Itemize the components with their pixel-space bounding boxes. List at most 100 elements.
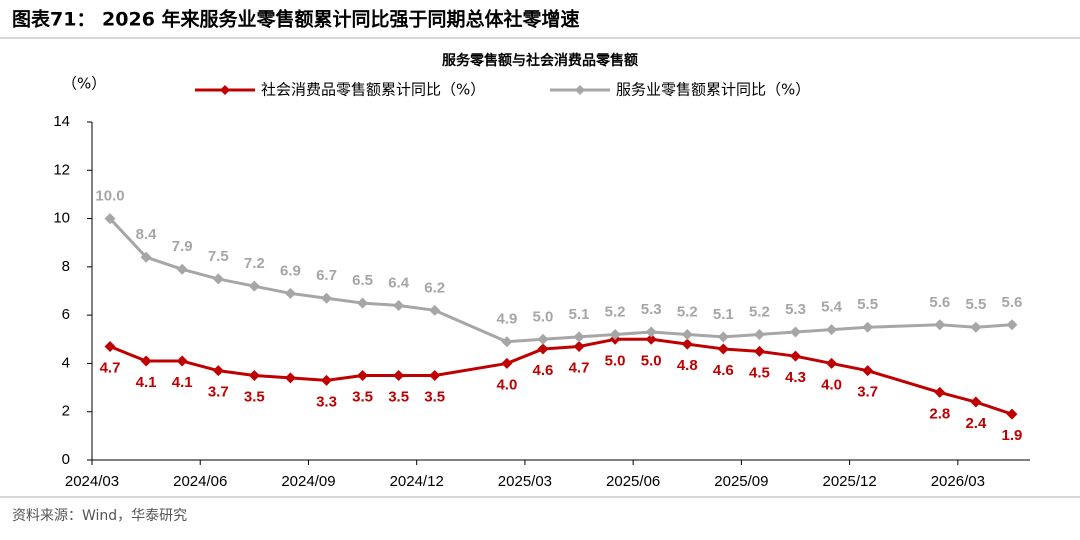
data-label: 5.1 [713,306,734,323]
data-label: 5.3 [641,301,662,318]
legend-marker [220,85,230,95]
point-marker [357,370,369,381]
data-label: 2.8 [929,405,950,422]
x-tick-label: 2025/06 [606,473,660,490]
data-label: 5.0 [533,308,554,325]
x-tick-label: 2025/12 [822,473,876,490]
data-label: 3.5 [244,388,265,405]
data-label: 3.7 [857,384,878,401]
legend-label: 社会消费品零售额累计同比（%） [261,81,485,99]
x-tick-label: 2024/06 [173,473,227,490]
data-label: 8.4 [136,226,158,243]
point-marker [393,370,405,381]
point-marker [934,386,946,398]
point-marker [753,345,765,357]
data-label: 5.0 [605,352,626,369]
point-marker [176,263,188,275]
point-marker [284,287,296,299]
data-label: 5.0 [641,352,662,369]
data-label: 7.2 [244,255,265,272]
data-label: 4.3 [785,369,806,386]
point-marker [321,374,332,386]
data-label: 4.7 [100,359,121,376]
legend-label: 服务业零售额累计同比（%） [616,81,810,99]
point-marker [753,328,765,340]
data-label: 5.1 [569,306,590,323]
series-line [108,217,1013,344]
data-label: 4.1 [172,374,193,391]
point-marker [681,338,693,350]
y-axis-label: （%） [62,75,106,93]
data-label: 5.2 [749,303,770,320]
data-label: 4.5 [749,364,770,381]
series-line [109,337,1013,416]
data-label: 4.6 [533,362,554,379]
data-label: 4.7 [569,359,590,376]
point-marker [681,328,693,340]
point-marker [573,341,585,353]
data-label: 4.0 [821,376,842,393]
x-tick-label: 2026/03 [931,473,985,490]
y-tick-label: 12 [53,161,70,178]
point-marker [826,357,838,369]
data-label: 5.6 [929,294,950,311]
point-marker [104,213,116,225]
point-marker [501,336,513,348]
point-marker [717,331,729,343]
data-label: 2.4 [965,415,987,432]
y-tick-label: 4 [62,354,70,371]
x-tick-label: 2024/12 [390,473,444,490]
point-marker [537,333,549,345]
point-marker [429,304,441,316]
data-label: 4.9 [496,311,517,328]
x-tick-label: 2024/09 [281,473,335,490]
data-label: 4.0 [496,376,517,393]
data-label: 5.6 [1002,294,1023,311]
data-label: 7.5 [208,248,229,265]
point-marker [501,357,513,369]
point-marker [429,370,441,381]
point-marker [717,343,729,355]
point-marker [645,333,657,345]
point-marker [212,273,224,285]
chart-title: 服务零售额与社会消费品零售额 [442,52,638,69]
data-label: 5.5 [857,296,878,313]
point-marker [573,331,585,343]
point-marker [321,292,332,304]
point-marker [248,280,260,292]
data-label: 6.2 [424,279,445,296]
y-tick-label: 0 [62,451,70,468]
data-label: 6.4 [388,274,410,291]
data-label: 6.5 [352,272,373,289]
point-marker [140,355,152,367]
point-marker [862,321,874,333]
data-label: 7.9 [172,238,193,255]
point-marker [790,326,801,338]
data-label: 6.7 [316,267,337,284]
data-label: 3.5 [352,388,373,405]
data-label: 5.4 [821,299,843,316]
data-label: 3.3 [316,393,337,410]
data-label: 1.9 [1002,427,1023,444]
point-marker [862,365,874,377]
point-marker [357,297,369,309]
point-marker [393,299,405,311]
point-marker [790,350,801,362]
y-tick-label: 14 [53,113,70,130]
data-label: 6.9 [280,262,301,279]
point-marker [248,370,260,381]
y-tick-label: 6 [62,306,70,323]
data-label: 3.5 [388,388,409,405]
point-marker [104,341,116,353]
data-label: 3.7 [208,384,229,401]
point-marker [284,372,296,384]
point-marker [609,328,621,340]
data-label: 3.5 [424,388,445,405]
data-label: 5.5 [965,296,986,313]
point-marker [176,355,188,367]
point-marker [934,319,946,331]
point-marker [212,365,224,377]
legend-marker [575,85,585,95]
data-label: 5.2 [677,303,698,320]
